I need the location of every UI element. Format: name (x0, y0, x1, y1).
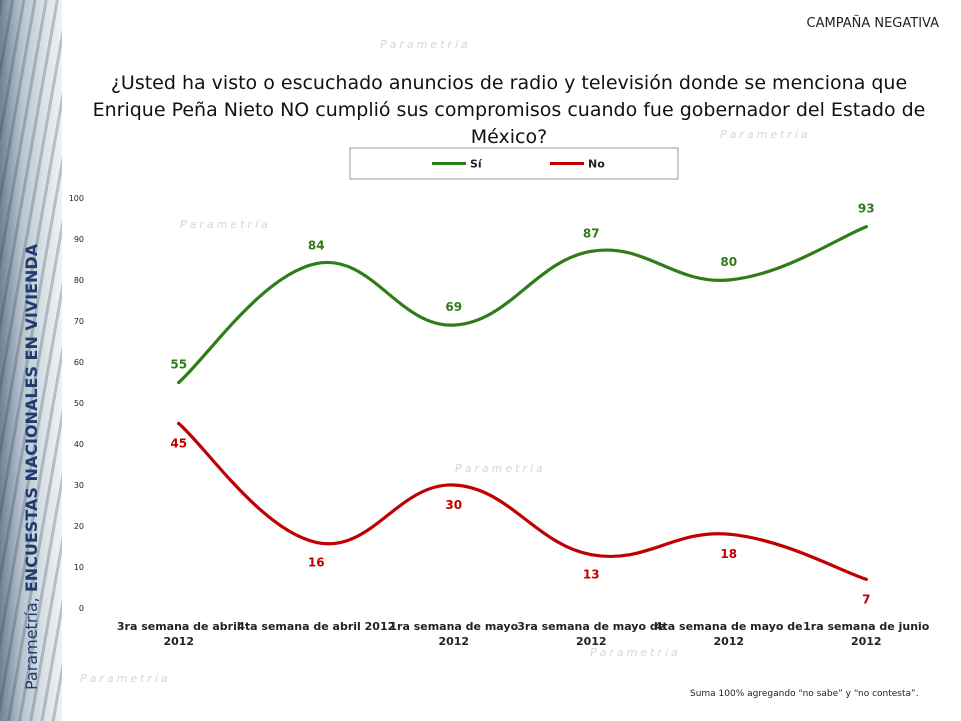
y-tick-label: 80 (74, 276, 84, 285)
data-point (177, 380, 181, 385)
x-tick-label-line: 3ra semana de abril (117, 620, 241, 633)
x-tick-label-line: 4ta semana de abril 2012 (237, 620, 395, 633)
watermark: Parametría (590, 646, 681, 659)
data-label: 13 (583, 568, 600, 582)
x-tick-label-line: 3ra semana de mayo de (517, 620, 665, 633)
x-tick-label-line: 1ra semana de mayo (389, 620, 518, 633)
x-tick-label-line: 2012 (576, 635, 607, 648)
data-label: 80 (720, 255, 737, 269)
data-point (727, 278, 731, 282)
data-point (864, 225, 868, 229)
data-label: 84 (308, 239, 325, 253)
legend-label: Sí (470, 158, 483, 171)
legend-label: No (588, 158, 605, 171)
x-tick-label-line: 2012 (438, 635, 469, 648)
data-label: 45 (170, 437, 187, 451)
x-tick-label-line: 2012 (851, 635, 882, 648)
watermark: Parametría (180, 218, 271, 231)
y-tick-label: 30 (74, 481, 84, 490)
chart-question-title: ¿Usted ha visto o escuchado anuncios de … (92, 72, 926, 148)
data-point (314, 262, 318, 266)
data-label: 87 (583, 226, 600, 240)
y-tick-label: 70 (74, 317, 84, 326)
x-tick-label: 4ta semana de abril 2012 (237, 620, 395, 633)
data-label: 30 (445, 498, 462, 512)
watermark: Parametría (455, 462, 546, 475)
data-point (452, 483, 456, 487)
decorative-left-strip (0, 0, 62, 721)
data-label: 16 (308, 555, 325, 569)
y-tick-label: 60 (74, 358, 84, 367)
watermark: Parametría (380, 38, 471, 51)
y-tick-label: 100 (69, 194, 84, 203)
x-tick-label: 4ta semana de mayo de 2012 (655, 620, 803, 648)
x-tick-label: 3ra semana de mayo de 2012 (517, 620, 665, 648)
legend-box (349, 147, 679, 180)
x-tick-label: 1ra semana de mayo 2012 (389, 620, 518, 648)
y-tick-label: 20 (74, 522, 84, 531)
series-line-no (177, 421, 868, 581)
y-tick-label: 90 (74, 235, 84, 244)
x-tick-label-line: 1ra semana de junio (803, 620, 930, 633)
y-tick-label: 10 (74, 563, 84, 572)
data-point (589, 553, 593, 557)
x-tick-label: 1ra semana de junio 2012 (803, 620, 930, 648)
data-label: 93 (858, 202, 875, 216)
data-point (727, 532, 731, 536)
watermark: Parametría (80, 672, 171, 685)
y-tick-label: 0 (79, 604, 84, 613)
footnote: Suma 100% agregando “no sabe” y “no cont… (690, 689, 919, 699)
data-point (177, 421, 181, 426)
x-tick-label: 3ra semana de abril 2012 (117, 620, 241, 648)
data-point (314, 540, 318, 545)
data-label: 7 (862, 592, 870, 606)
watermark: Parametría (720, 128, 811, 141)
y-tick-label: 40 (74, 440, 84, 449)
data-point (864, 577, 868, 581)
y-tick-label: 50 (74, 399, 84, 408)
data-point (589, 249, 593, 253)
series-line-si (177, 225, 868, 385)
data-label: 69 (445, 300, 462, 314)
x-tick-label-line: 2012 (163, 635, 194, 648)
x-tick-label-line: 4ta semana de mayo de (655, 620, 803, 633)
data-point (452, 323, 456, 327)
section-tag: CAMPAÑA NEGATIVA (806, 16, 939, 31)
x-tick-label-line: 2012 (713, 635, 744, 648)
data-label: 55 (170, 358, 187, 372)
data-label: 18 (720, 547, 737, 561)
